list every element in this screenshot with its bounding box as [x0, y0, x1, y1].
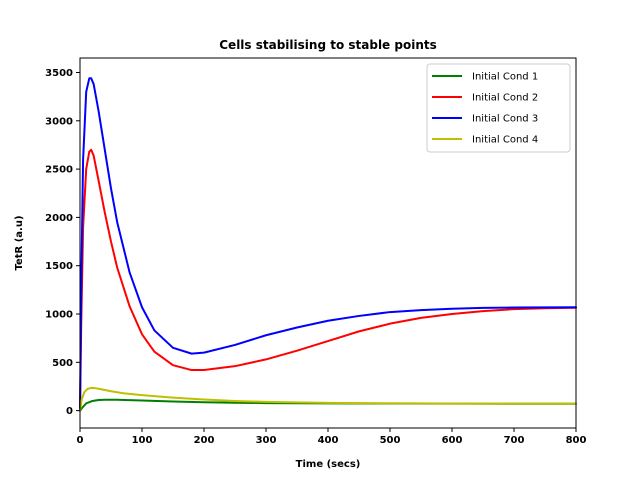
legend-box [426, 63, 571, 153]
legend-label-3: Initial Cond 3 [472, 114, 538, 125]
legend-label-1: Initial Cond 1 [472, 72, 538, 83]
y-tick-label: 2000 [45, 213, 73, 224]
y-axis: 0 500 1000 1500 2000 2500 3000 3500 [45, 68, 80, 417]
x-tick-label: 600 [442, 435, 463, 446]
y-tick-label: 3000 [45, 116, 73, 127]
y-tick-label: 3500 [45, 68, 73, 79]
series-layer [79, 77, 577, 412]
x-tick-label: 0 [77, 435, 84, 446]
y-tick-label: 500 [52, 358, 73, 369]
y-tick-label: 1000 [45, 310, 73, 321]
legend-items: Initial Cond 1 Initial Cond 2 Initial Cond… [432, 72, 538, 146]
y-axis-label: TetR (a.u) [14, 215, 25, 270]
legend-label-4: Initial Cond 4 [472, 135, 538, 146]
y-tick-label: 2500 [45, 165, 73, 176]
x-tick-label: 700 [504, 435, 525, 446]
x-tick-label: 200 [194, 435, 215, 446]
x-tick-label: 800 [566, 435, 587, 446]
y-tick-label: 1500 [45, 261, 73, 272]
chart-title: Cells stabilising to stable points [219, 38, 437, 52]
x-tick-label: 500 [380, 435, 401, 446]
legend-label-2: Initial Cond 2 [472, 93, 538, 104]
series-line-3 [79, 77, 577, 412]
x-axis-label: Time (secs) [296, 459, 361, 470]
x-axis: 0 100 200 300 400 500 600 700 800 [77, 428, 587, 446]
x-tick-label: 400 [318, 435, 339, 446]
x-tick-label: 300 [256, 435, 277, 446]
x-tick-label: 100 [132, 435, 153, 446]
series-line-4 [79, 386, 577, 412]
y-tick-label: 0 [66, 406, 73, 417]
legend: Initial Cond 1 Initial Cond 2 Initial Cond… [426, 63, 571, 153]
series-line-2 [79, 148, 577, 412]
